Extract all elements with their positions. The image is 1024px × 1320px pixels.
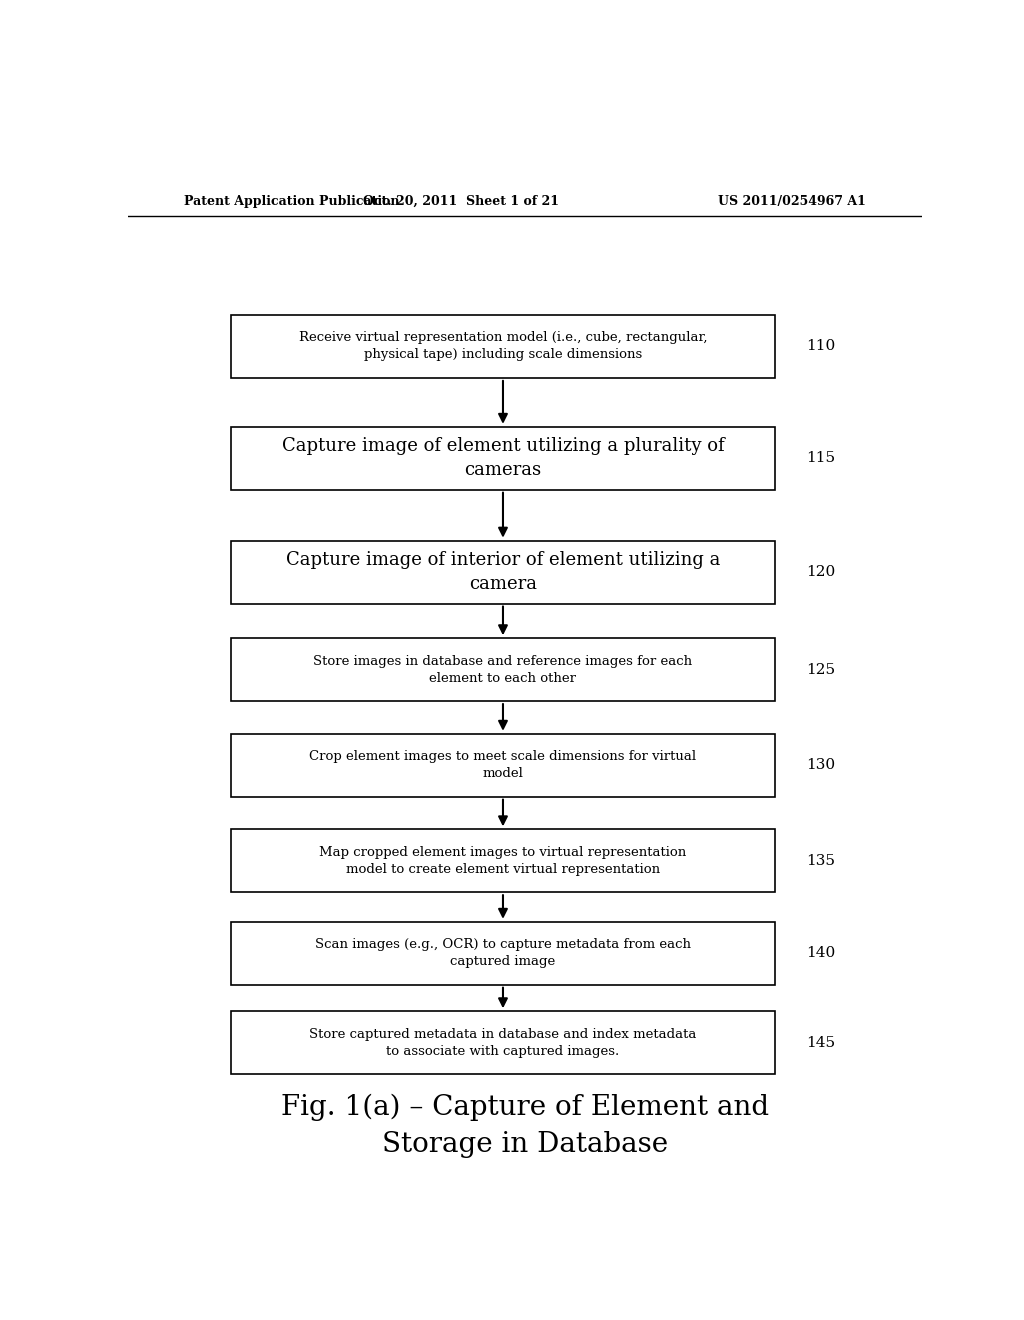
Text: Patent Application Publication: Patent Application Publication [183,194,399,207]
FancyBboxPatch shape [231,638,775,701]
Text: 110: 110 [807,339,836,354]
Text: Crop element images to meet scale dimensions for virtual
model: Crop element images to meet scale dimens… [309,750,696,780]
Text: 135: 135 [807,854,836,867]
Text: Scan images (e.g., OCR) to capture metadata from each
captured image: Scan images (e.g., OCR) to capture metad… [315,939,691,969]
Text: Receive virtual representation model (i.e., cube, rectangular,
physical tape) in: Receive virtual representation model (i.… [299,331,708,362]
FancyBboxPatch shape [231,1011,775,1074]
Text: Fig. 1(a) – Capture of Element and
Storage in Database: Fig. 1(a) – Capture of Element and Stora… [281,1093,769,1159]
Text: US 2011/0254967 A1: US 2011/0254967 A1 [718,194,866,207]
FancyBboxPatch shape [231,829,775,892]
FancyBboxPatch shape [231,734,775,797]
FancyBboxPatch shape [231,315,775,378]
Text: 120: 120 [807,565,836,579]
FancyBboxPatch shape [231,426,775,490]
Text: Capture image of element utilizing a plurality of
cameras: Capture image of element utilizing a plu… [282,437,724,479]
Text: 145: 145 [807,1036,836,1049]
FancyBboxPatch shape [231,921,775,985]
Text: 115: 115 [807,451,836,465]
Text: 140: 140 [807,946,836,960]
Text: Store captured metadata in database and index metadata
to associate with capture: Store captured metadata in database and … [309,1028,696,1057]
Text: Oct. 20, 2011  Sheet 1 of 21: Oct. 20, 2011 Sheet 1 of 21 [364,194,559,207]
Text: Capture image of interior of element utilizing a
camera: Capture image of interior of element uti… [286,552,720,593]
Text: Store images in database and reference images for each
element to each other: Store images in database and reference i… [313,655,692,685]
FancyBboxPatch shape [231,541,775,603]
Text: 130: 130 [807,758,836,772]
Text: Map cropped element images to virtual representation
model to create element vir: Map cropped element images to virtual re… [319,846,687,875]
Text: 125: 125 [807,663,836,677]
